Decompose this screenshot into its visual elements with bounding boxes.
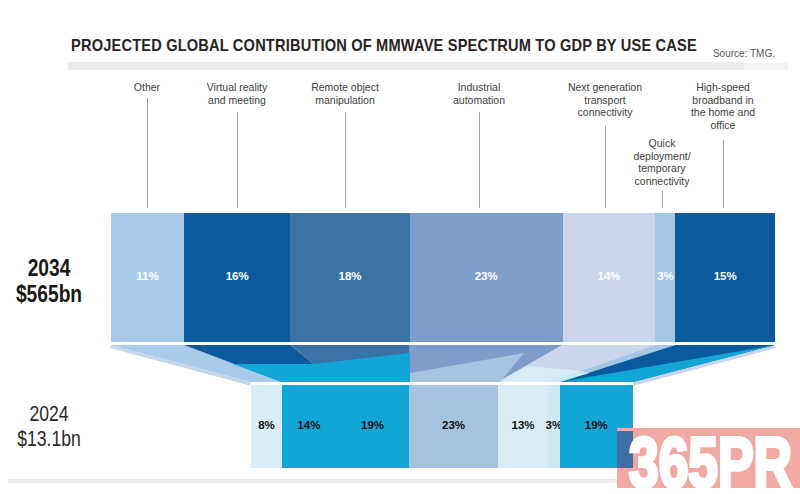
funnel-connectors (0, 0, 800, 494)
watermark-text: 365PR (629, 423, 792, 494)
top-row-year: 2034 (1, 255, 97, 281)
chart: PROJECTED GLOBAL CONTRIBUTION OF MMWAVE … (0, 0, 800, 494)
top-row-value: $565bn (1, 281, 97, 307)
bottom-row-value: $13.1bn (1, 426, 97, 451)
top-row-title: 2034 $565bn (1, 255, 97, 307)
footer-divider (8, 479, 618, 483)
watermark-logo: 365PR (617, 428, 800, 488)
bottom-row-title: 2024 $13.1bn (1, 401, 97, 451)
bottom-row-year: 2024 (1, 401, 97, 426)
